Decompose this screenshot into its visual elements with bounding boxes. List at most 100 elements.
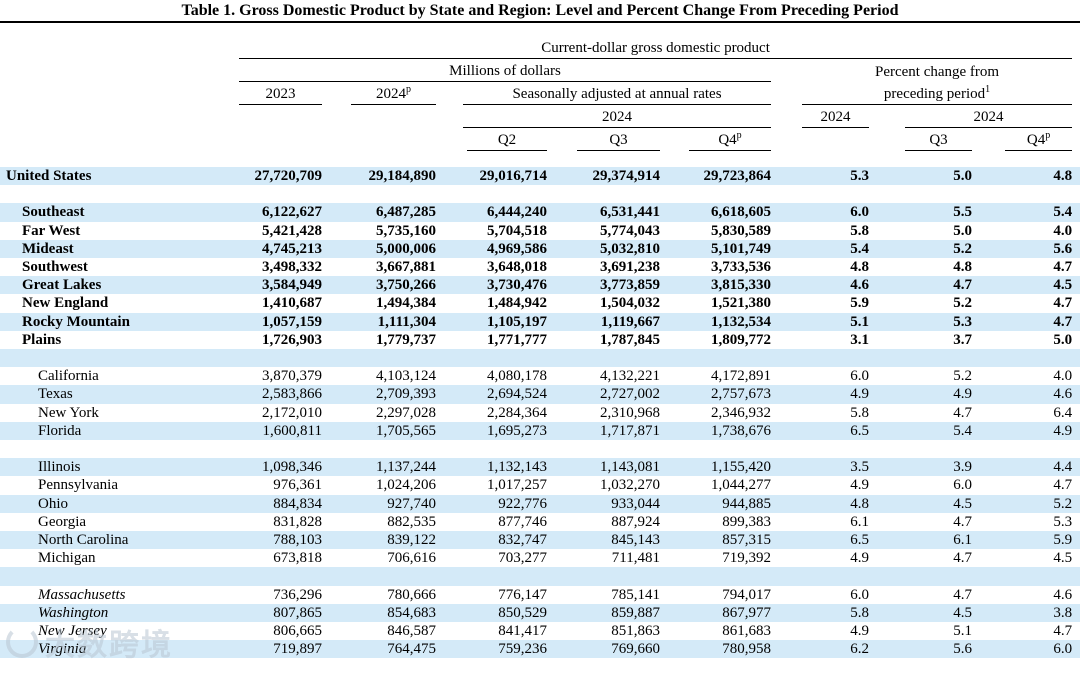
cell-value: 6.1 [953,532,972,549]
header-pct-q4p: Q4p [1005,131,1073,151]
cell-value: 4.7 [953,586,972,603]
spacer-cell [0,440,1080,458]
cell-value: 850,529 [498,604,547,621]
cell-value: 4,132,221 [600,368,660,385]
cell-value: 4.8 [1053,168,1073,184]
cell-value: 5,000,006 [376,240,436,257]
cell-value: 5.1 [850,313,869,330]
cell-value: 807,865 [273,604,322,621]
cell-value: 4.9 [850,623,869,640]
cell-value: 3,773,859 [600,277,660,294]
cell-value: 899,383 [722,513,771,530]
cell-value: 794,017 [722,586,771,603]
header-seasonally-adjusted: Seasonally adjusted at annual rates [463,86,771,105]
gdp-table: Current-dollar gross domestic product Mi… [0,29,1080,659]
header-q3-cell: Q3 [547,128,660,151]
cell-value: 3.9 [953,459,972,476]
cell-value: 29,184,890 [368,168,437,184]
cell-value: 736,296 [273,586,322,603]
cell-value: 711,481 [611,550,660,567]
header-saar-year-cell: 2024 [436,105,771,128]
cell-value: 3,750,266 [376,277,436,294]
header-preceding-period-sup: 1 [985,84,991,95]
cell-value: 706,616 [387,550,436,567]
cell-value: 6.0 [850,204,869,221]
cell-value: 841,417 [498,623,547,640]
table-row: New England 1,410,687 1,494,384 1,484,942 1,… [0,294,1080,312]
header-spacer-row [0,151,1080,167]
spacer-cell [0,567,1080,585]
cell-value: 1,521,380 [711,295,771,312]
table-row: Plains 1,726,903 1,779,737 1,771,777 1,787,8… [0,331,1080,349]
cell-value: 854,683 [387,604,436,621]
cell-value: 5.1 [953,623,972,640]
table-row: New Jersey 806,665 846,587 841,417 851,863 86… [0,622,1080,640]
cell-value: 5.0 [953,222,972,239]
cell-value: 5,704,518 [487,222,547,239]
table-row: Ohio 884,834 927,740 922,776 933,044 944,885 4… [0,494,1080,513]
cell-value: 1,119,667 [600,313,660,330]
cell-value: 4,080,178 [487,368,547,385]
cell-value: 5.5 [953,204,972,221]
header-current-dollar: Current-dollar gross domestic product [239,40,1073,59]
cell-value: 1,494,384 [376,295,436,312]
cell-value: 3,691,238 [600,259,660,275]
header-empty [0,29,237,59]
cell-value: 6,531,441 [600,204,660,221]
table-row: Illinois 1,098,346 1,137,244 1,132,143 1,143… [0,458,1080,477]
row-label: North Carolina [38,532,129,549]
spacer-cell [0,185,1080,203]
cell-value: 4.8 [850,495,869,512]
row-label: Plains [22,331,62,348]
cell-value: 4.8 [850,259,869,275]
header-pct-year-cell: 2024 [771,105,869,128]
row-label: Illinois [38,459,81,476]
row-label: Far West [22,222,81,239]
cell-value: 887,924 [611,513,660,530]
cell-value: 703,277 [498,550,547,567]
cell-value: 5.8 [850,222,869,239]
cell-value: 1,600,811 [262,422,322,439]
cell-value: 4.9 [850,477,869,494]
cell-value: 5.4 [1053,204,1073,221]
table-row: Massachusetts 736,296 780,666 776,147 785,14… [0,586,1080,604]
cell-value: 877,746 [498,513,547,530]
cell-value: 4,172,891 [711,368,771,385]
cell-value: 4.7 [1053,313,1073,330]
cell-value: 1,132,143 [487,459,547,476]
cell-value: 882,535 [387,513,436,530]
cell-value: 3,584,949 [262,277,322,294]
cell-value: 1,504,032 [600,295,660,312]
cell-value: 1,024,206 [376,477,436,494]
cell-value: 832,747 [498,532,547,549]
cell-value: 29,016,714 [479,168,548,184]
cell-value: 4,969,586 [487,240,547,257]
row-label: Florida [38,422,82,439]
cell-value: 4.5 [1053,550,1073,567]
cell-value: 1,111,304 [377,313,436,330]
table-header: Current-dollar gross domestic product Mi… [0,29,1080,167]
cell-value: 780,666 [387,586,436,603]
cell-value: 944,885 [722,495,771,512]
cell-value: 1,787,845 [600,331,660,348]
title-rule [0,21,1080,23]
cell-value: 5.2 [953,240,972,257]
cell-value: 4.9 [850,386,869,403]
cell-value: 3.8 [1053,604,1073,621]
cell-value: 3.5 [850,459,869,476]
cell-value: 845,143 [611,532,660,549]
cell-value: 6.1 [850,513,869,530]
header-2023-cell: 2023 [237,82,322,105]
cell-value: 857,315 [722,532,771,549]
header-percent-change-line2: preceding period1 [802,84,1073,105]
cell-value: 4.9 [953,386,972,403]
cell-value: 719,392 [722,550,771,567]
cell-value: 839,122 [387,532,436,549]
cell-value: 1,105,197 [487,313,547,330]
cell-value: 4.7 [1053,295,1073,312]
cell-value: 719,897 [273,641,322,658]
header-pct-q4p-cell: Q4p [972,128,1080,151]
cell-value: 6,487,285 [376,204,436,221]
table-row: Michigan 673,818 706,616 703,277 711,481 719,… [0,549,1080,567]
cell-value: 867,977 [722,604,771,621]
